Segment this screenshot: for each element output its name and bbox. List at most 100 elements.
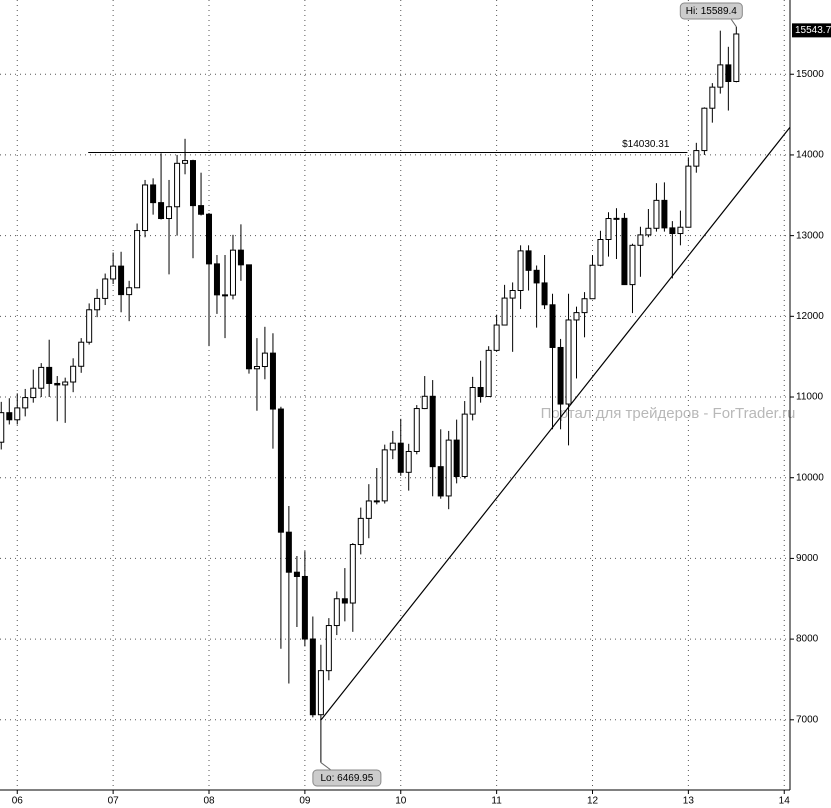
lo-box	[312, 769, 382, 787]
watermark: Портал для трейдеров - ForTrader.ru	[541, 405, 796, 422]
candle-body	[38, 366, 45, 389]
candle-body	[429, 395, 436, 468]
candle-body	[709, 86, 716, 109]
y-tick-label: 15000	[796, 69, 824, 80]
candle-body	[213, 263, 220, 296]
x-tick-label: 11	[491, 796, 502, 807]
candle-body	[253, 366, 260, 370]
candle-body	[541, 282, 548, 306]
candle-body	[677, 226, 684, 235]
candle-body	[733, 33, 740, 83]
trendline	[320, 126, 791, 721]
candle-body	[293, 571, 300, 577]
candle-body	[54, 382, 61, 386]
candle-body	[222, 294, 229, 297]
candle-body	[405, 450, 412, 473]
hi-box	[679, 2, 743, 20]
candle-body	[453, 439, 460, 478]
lo-label: Lo: 6469.95	[320, 773, 373, 784]
candle-body	[613, 217, 620, 220]
candle-body	[166, 206, 173, 220]
candle-body	[397, 442, 404, 473]
candle-body	[693, 150, 700, 167]
candle-body	[509, 290, 516, 299]
candle-body	[645, 227, 652, 236]
candle-body	[102, 278, 109, 299]
y-tick-label: 9000	[796, 553, 819, 564]
candle-body	[701, 107, 708, 152]
candle-body	[46, 366, 53, 384]
candle-body	[206, 213, 213, 265]
x-tick-label: 10	[395, 796, 407, 807]
candle-body	[269, 352, 276, 410]
y-tick-label: 14000	[796, 150, 824, 161]
candle-body	[637, 234, 644, 246]
candle-body	[349, 544, 356, 604]
candle-body	[373, 500, 380, 503]
candle-body	[485, 349, 492, 398]
y-tick-label: 10000	[796, 472, 824, 483]
candle-body	[549, 304, 556, 348]
candles	[0, 26, 740, 763]
candle-body	[589, 264, 596, 300]
candle-body	[629, 244, 636, 286]
lo-leader	[320, 762, 332, 771]
candle-body	[158, 202, 165, 220]
candle-body	[461, 413, 468, 478]
candle-body	[189, 160, 196, 207]
candle-body	[198, 205, 205, 215]
candle-body	[557, 346, 564, 405]
candle-body	[533, 269, 540, 284]
candle-body	[445, 439, 452, 497]
y-tick-label: 7000	[796, 714, 819, 725]
candle-body	[493, 324, 500, 351]
candle-body	[413, 408, 420, 452]
candle-body	[357, 517, 364, 546]
y-tick-label: 12000	[796, 311, 824, 322]
candle-body	[182, 160, 189, 164]
candle-body	[14, 407, 21, 421]
hi-label: Hi: 15589.4	[686, 6, 738, 17]
last-price: 15543.7	[795, 25, 831, 36]
candle-body	[110, 265, 117, 280]
candle-body	[365, 500, 372, 519]
candle-body	[6, 412, 13, 421]
candle-body	[70, 365, 77, 383]
candle-body	[597, 239, 604, 266]
candle-body	[669, 227, 676, 235]
candle-body	[126, 287, 133, 296]
y-tick-label: 8000	[796, 634, 819, 645]
candle-body	[517, 250, 524, 292]
candle-body	[389, 442, 396, 451]
candle-body	[237, 249, 244, 266]
y-tick-label: 11000	[796, 392, 824, 403]
candle-body	[325, 625, 332, 672]
candle-body	[86, 309, 93, 343]
candle-body	[725, 64, 732, 83]
candle-body	[605, 218, 612, 241]
candle-body	[581, 298, 588, 314]
candle-body	[0, 412, 5, 443]
x-tick-label: 14	[779, 796, 791, 807]
candle-body	[717, 64, 724, 88]
candle-body	[381, 449, 388, 502]
candle-body	[501, 297, 508, 326]
candle-body	[573, 312, 580, 321]
candle-body	[421, 395, 428, 410]
candle-body	[229, 249, 236, 296]
candle-body	[22, 397, 29, 409]
candle-body	[174, 162, 181, 208]
candle-body	[309, 638, 316, 716]
resistance-label: $14030.31	[622, 139, 670, 150]
x-tick-label: 12	[587, 796, 599, 807]
candle-body	[62, 381, 69, 386]
candle-body	[317, 670, 324, 716]
last-price-box	[792, 23, 831, 38]
y-tick-label: 13000	[796, 230, 824, 241]
candle-body	[301, 575, 308, 640]
candle-body	[341, 598, 348, 604]
candle-body	[142, 184, 149, 232]
candle-body	[333, 598, 340, 627]
